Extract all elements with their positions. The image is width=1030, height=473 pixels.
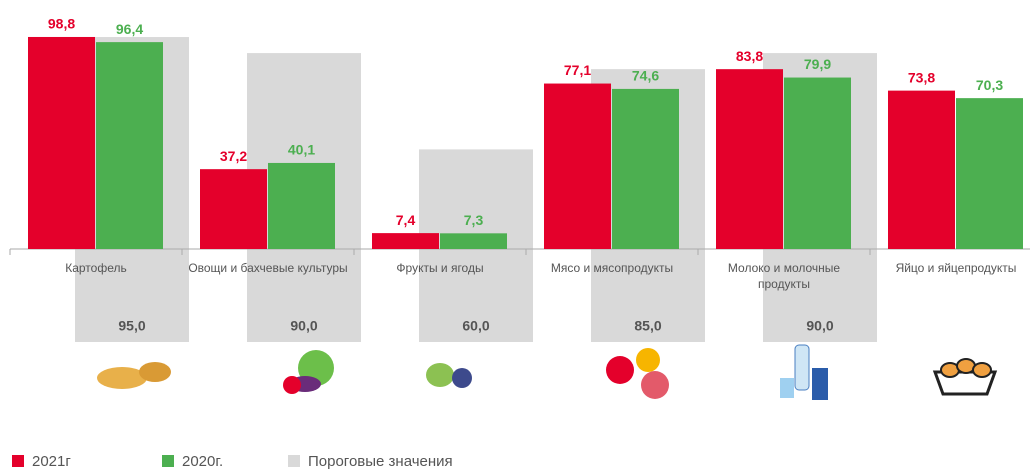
bar <box>440 233 507 249</box>
bar <box>28 37 95 249</box>
threshold-label: 90,0 <box>806 318 833 334</box>
value-label: 40,1 <box>288 142 315 158</box>
legend-label: Пороговые значения <box>308 453 453 470</box>
bar <box>544 84 611 249</box>
legend-label: 2020г. <box>182 453 223 470</box>
value-label: 83,8 <box>736 48 763 64</box>
fruit-icon <box>426 363 454 387</box>
legend-swatch <box>12 455 24 467</box>
x-tick-label: Мясо и мясопродукты <box>532 260 692 276</box>
value-label: 70,3 <box>976 77 1003 93</box>
threshold-label: 95,0 <box>118 318 145 334</box>
ham-icon <box>641 371 669 399</box>
chart: 98,8 37,2 7,4 77,1 83,8 73,8 96,4 40,1 7,3 74,6 79… <box>0 0 1030 473</box>
egg-icon <box>973 363 991 377</box>
legend-label: 2021г <box>32 453 71 470</box>
bar <box>96 42 163 249</box>
value-label: 96,4 <box>116 21 143 37</box>
x-tick-label: Фрукты и ягоды <box>360 260 520 276</box>
page: {"chart_data": {"type": "bar", "categori… <box>0 0 1030 473</box>
value-label: 7,4 <box>396 212 416 228</box>
value-label: 77,1 <box>564 62 591 78</box>
bar <box>372 233 439 249</box>
x-tick-label: Овощи и бахчевые культуры <box>188 260 348 276</box>
bar <box>716 69 783 249</box>
potato-icon <box>139 362 171 382</box>
bar <box>784 78 851 249</box>
value-label: 73,8 <box>908 69 935 85</box>
milk-icon <box>795 345 809 390</box>
value-label: 98,8 <box>48 16 75 32</box>
tomato-icon <box>283 376 301 394</box>
x-tick-label: Молоко и молочные продукты <box>704 260 864 292</box>
x-tick-label: Яйцо и яйцепродукты <box>876 260 1030 276</box>
value-label: 79,9 <box>804 56 831 72</box>
meat-icon <box>606 356 634 384</box>
milk-box-icon <box>812 368 828 400</box>
bar <box>268 163 335 249</box>
value-label: 74,6 <box>632 68 659 84</box>
value-label: 7,3 <box>464 212 484 228</box>
legend-swatch <box>288 455 300 467</box>
cheese-icon <box>636 348 660 372</box>
threshold-label: 90,0 <box>290 318 317 334</box>
bar <box>956 98 1023 249</box>
value-label: 37,2 <box>220 148 247 164</box>
legend-swatch <box>162 455 174 467</box>
x-tick-label: Картофель <box>16 260 176 276</box>
bar <box>612 89 679 249</box>
threshold-label: 85,0 <box>634 318 661 334</box>
threshold-label: 60,0 <box>462 318 489 334</box>
bar <box>888 91 955 249</box>
icons <box>97 345 995 400</box>
grapes-icon <box>452 368 472 388</box>
cup-icon <box>780 378 794 398</box>
bar <box>200 169 267 249</box>
